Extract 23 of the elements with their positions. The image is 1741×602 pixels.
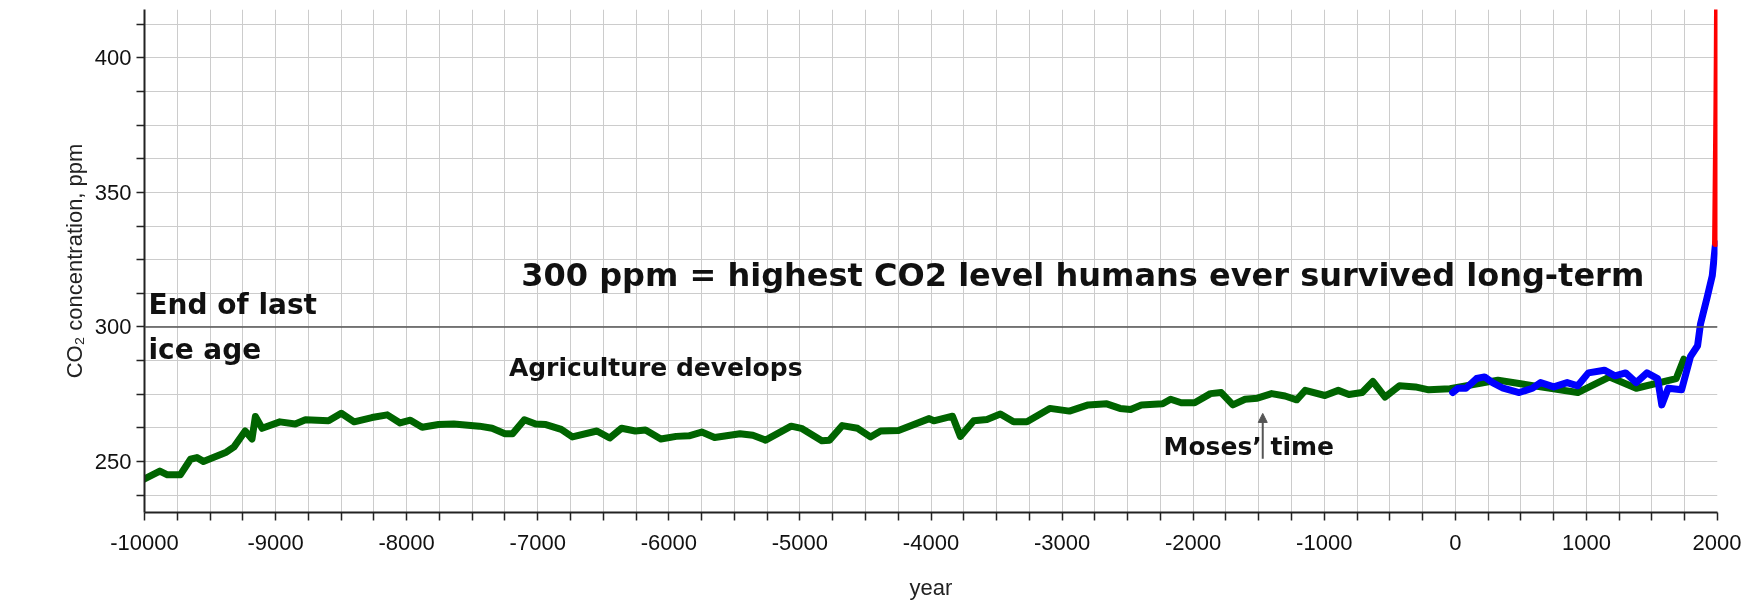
x-tick-label: 1000 — [1561, 529, 1611, 555]
y-tick-label: 250 — [94, 448, 132, 474]
annotation: 300 ppm = highest CO2 level humans ever survived long-term — [521, 256, 1645, 295]
x-tick-label: -9000 — [247, 529, 304, 555]
x-tick-label: -8000 — [378, 529, 435, 555]
x-tick-label: -1000 — [1296, 529, 1353, 555]
x-tick-label: 0 — [1449, 529, 1462, 555]
x-tick-label: 2000 — [1692, 529, 1741, 555]
y-tick-label: 400 — [94, 45, 132, 71]
y-tick-label: 300 — [94, 314, 132, 340]
y-tick-label: 350 — [94, 179, 132, 205]
annotation: Moses’ time — [1163, 432, 1334, 462]
x-tick-label: -4000 — [902, 529, 960, 555]
x-tick-label: -5000 — [771, 529, 829, 555]
x-tick-label: -2000 — [1165, 529, 1222, 555]
x-tick-label: -10000 — [110, 529, 179, 555]
annotation: Agriculture develops — [508, 353, 803, 383]
annotation: End of last ice age — [148, 288, 317, 366]
y-axis-title: CO₂ concentration, ppm — [61, 143, 87, 379]
x-tick-label: -3000 — [1033, 529, 1091, 555]
x-tick-label: -6000 — [640, 529, 697, 555]
x-tick-label: -7000 — [509, 529, 566, 555]
x-axis-title: year — [909, 574, 953, 600]
